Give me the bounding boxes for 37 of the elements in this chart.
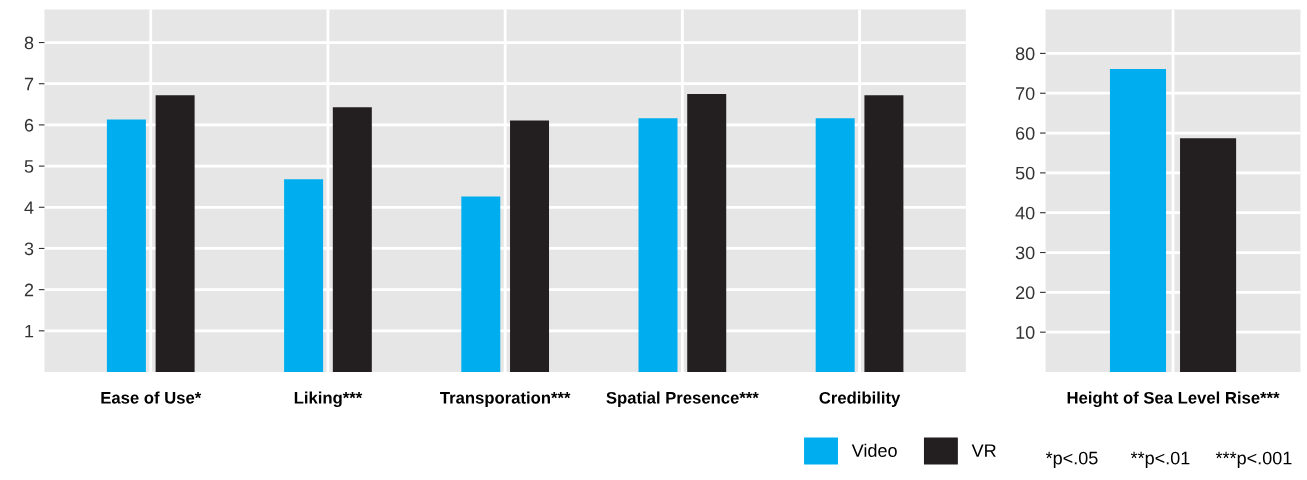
y-tick-label: 20 bbox=[1016, 286, 1035, 300]
x-tick-label: Transporation*** bbox=[440, 391, 571, 407]
y-tick-label: 70 bbox=[1016, 87, 1035, 100]
y-tick-label: 4 bbox=[24, 201, 34, 214]
bar bbox=[864, 95, 904, 372]
bar bbox=[106, 119, 146, 372]
x-tick-label: Credibility bbox=[819, 391, 901, 407]
y-tick-label: 80 bbox=[1015, 47, 1035, 61]
text: *p<.05 bbox=[1045, 451, 1098, 468]
bar bbox=[510, 120, 550, 372]
bar bbox=[815, 118, 855, 372]
y-tick-label: 7 bbox=[24, 77, 34, 91]
x-tick-label: Spatial Presence*** bbox=[606, 391, 759, 407]
y-tick-label: 5 bbox=[24, 160, 34, 173]
y-tick-label: 50 bbox=[1015, 166, 1035, 180]
x-tick-label: Liking*** bbox=[294, 391, 363, 408]
y-tick-label: 3 bbox=[24, 242, 34, 256]
text: **p<.01 bbox=[1130, 451, 1190, 468]
y-tick-label: 10 bbox=[1016, 326, 1035, 339]
x-tick-label: Height of Sea Level Rise*** bbox=[1067, 391, 1280, 408]
y-tick-label: 60 bbox=[1016, 126, 1035, 140]
y-tick-label: 2 bbox=[24, 283, 34, 297]
bar bbox=[461, 196, 501, 372]
bar bbox=[638, 118, 678, 372]
bar bbox=[332, 107, 372, 372]
bar bbox=[155, 95, 195, 372]
bar bbox=[687, 94, 727, 372]
legend-label: Video bbox=[851, 443, 897, 457]
text: ***p<.001 bbox=[1215, 451, 1292, 468]
y-tick-label: 40 bbox=[1015, 206, 1035, 220]
y-tick-label: 8 bbox=[24, 36, 34, 50]
bar bbox=[284, 179, 324, 372]
legend-label: VR bbox=[971, 444, 996, 457]
y-tick-label: 1 bbox=[25, 324, 34, 338]
x-tick-label: Ease of Use* bbox=[101, 391, 202, 404]
y-tick-label: 6 bbox=[24, 118, 34, 132]
y-tick-label: 30 bbox=[1015, 246, 1035, 260]
